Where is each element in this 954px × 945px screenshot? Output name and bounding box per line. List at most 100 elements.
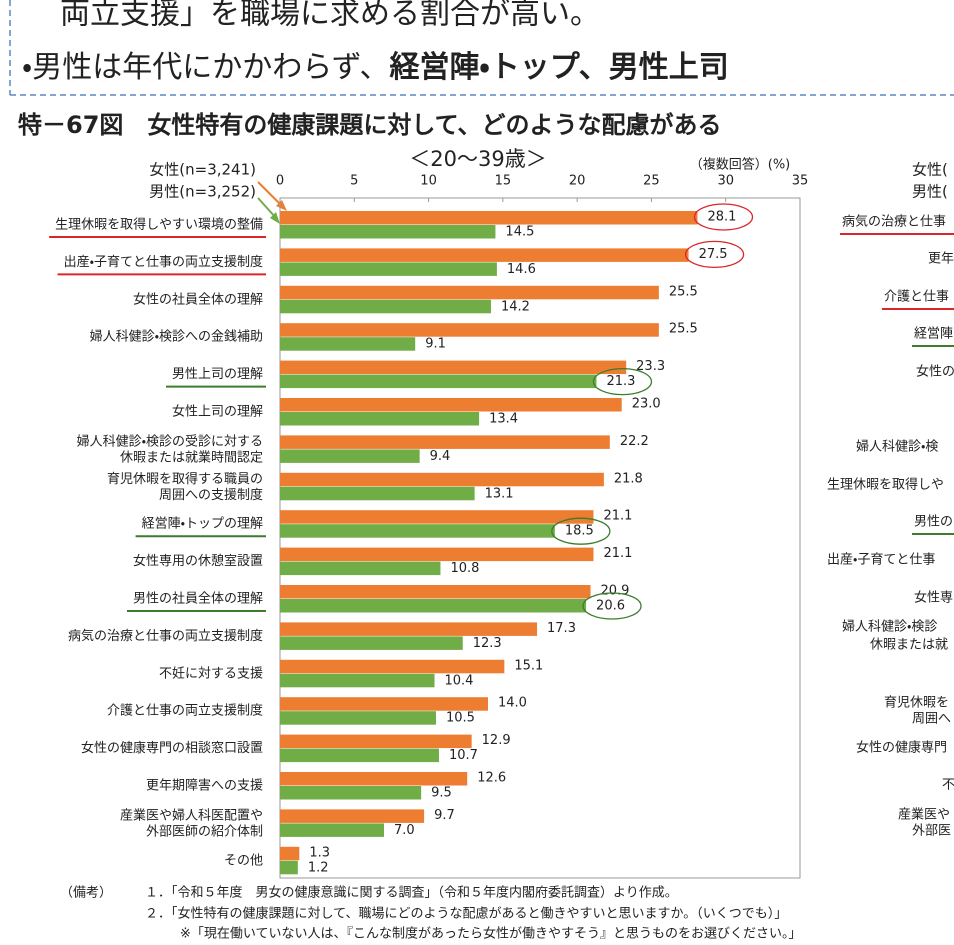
value-label: 15.1 <box>514 658 543 673</box>
bar <box>280 659 505 674</box>
partial-category-label: 生理休暇を取得しや <box>827 477 944 493</box>
x-tick-label: 0 <box>276 174 284 189</box>
x-tick-label: 10 <box>420 174 437 189</box>
partial-category-label: 男性の <box>914 515 953 530</box>
x-tick-label: 35 <box>792 174 809 189</box>
bar <box>280 510 594 524</box>
header-bold: 経営陣・トップ、男性上司 <box>390 50 729 85</box>
value-label: 21.1 <box>603 509 632 524</box>
value-label: 9.7 <box>434 808 455 823</box>
plot-frame <box>279 197 801 879</box>
value-label: 12.3 <box>473 636 502 651</box>
x-tick-label: 5 <box>350 174 358 189</box>
bar <box>280 636 463 650</box>
partial-category-label: 女性の <box>916 365 954 380</box>
x-tick-label: 20 <box>569 174 586 189</box>
bar <box>280 711 436 725</box>
bar <box>280 360 627 375</box>
bar <box>280 299 491 314</box>
highlight-circle <box>693 203 754 231</box>
footnote: ※「現在働いていない人は、『こんな制度があったら女性が働きやすそう』と思うものを… <box>180 926 802 942</box>
footnote: ２．「女性特有の健康課題に対して、職場にどのような配慮があると働きやすいと思いま… <box>145 907 787 922</box>
value-label: 13.1 <box>485 486 514 501</box>
category-label: 更年期障害への支援 <box>146 778 263 794</box>
bar <box>280 734 472 749</box>
unit-note: （複数回答）(%) <box>690 157 791 173</box>
bar <box>280 748 439 763</box>
partial-category-label: 出産・子育てと仕事 <box>827 552 935 568</box>
partial-category-label: 外部医 <box>912 824 951 839</box>
value-label: 25.5 <box>669 284 698 299</box>
value-label: 10.4 <box>445 673 474 688</box>
bar <box>280 248 689 262</box>
legend-label: 男性(n=3,252) <box>149 183 256 201</box>
bar <box>280 599 587 613</box>
value-label: 14.2 <box>501 299 530 314</box>
value-label: 20.9 <box>601 584 630 599</box>
value-label: 14.5 <box>505 225 534 240</box>
x-tick-label: 30 <box>717 174 734 189</box>
category-label: 婦人科健診・検診の受診に対する休暇または就業時間認定 <box>77 433 263 465</box>
category-label: 病気の治療と仕事の両立支援制度 <box>68 628 263 644</box>
partial-category-label: 産業医や <box>898 807 950 823</box>
value-label: 21.8 <box>614 471 643 486</box>
category-line: 周囲への支援制度 <box>159 486 263 502</box>
partial-category-label: 休暇または就 <box>870 638 948 653</box>
partial-category-label: 不 <box>942 778 954 793</box>
partial-category-label: 周囲へ <box>912 712 951 727</box>
category-line: 育児休暇を取得する職員の <box>107 470 263 486</box>
value-label: 13.4 <box>489 412 518 427</box>
category-label: 産業医や婦人科医配置や外部医師の紹介体制 <box>120 807 263 839</box>
value-label: 12.6 <box>477 771 506 786</box>
bar <box>280 285 659 300</box>
value-label: 10.7 <box>449 748 478 763</box>
bar <box>280 412 480 426</box>
bar <box>280 823 384 837</box>
highlight-circle <box>582 592 642 620</box>
legend-arrow <box>257 197 277 219</box>
partial-category-label: 更年 <box>928 252 954 267</box>
bar <box>280 211 698 225</box>
category-label: 経営陣・トップの理解 <box>142 517 263 532</box>
value-label: 9.5 <box>431 786 452 801</box>
footnote-label: （備考） <box>60 886 112 901</box>
bar <box>280 846 300 861</box>
bar <box>280 786 422 800</box>
bar <box>280 809 425 823</box>
x-tick-label: 15 <box>495 174 512 189</box>
bar <box>280 262 497 276</box>
bar <box>280 673 435 688</box>
category-label: 生理休暇を取得しやすい環境の整備 <box>55 217 263 233</box>
highlight-circle <box>551 517 611 545</box>
partial-category-label: 女性専 <box>914 591 953 606</box>
value-label: 14.0 <box>498 696 527 711</box>
highlight-circle <box>684 240 745 269</box>
header-line: ・男性は年代にかかわらず、経営陣・トップ、男性上司 <box>22 50 729 85</box>
category-label: 育児休暇を取得する職員の周囲への支援制度 <box>107 470 263 502</box>
value-label: 9.4 <box>430 449 451 464</box>
chart-title: 特－67図 女性特有の健康課題に対して、どのような配慮がある <box>18 111 721 139</box>
value-label: 10.8 <box>450 561 479 576</box>
category-line: 休暇または就業時間認定 <box>120 449 263 465</box>
bar <box>280 772 468 786</box>
category-line: 外部医師の紹介体制 <box>146 824 263 839</box>
value-label: 17.3 <box>547 621 576 636</box>
value-label: 10.5 <box>446 711 475 726</box>
bar <box>280 585 591 599</box>
category-label: 女性の社員全体の理解 <box>133 292 263 307</box>
chart-subtitle: ＜20～39歳＞ <box>409 147 546 171</box>
legend-arrowhead <box>276 200 287 211</box>
highlight-circle <box>592 367 653 396</box>
category-label: 女性の健康専門の相談窓口設置 <box>81 741 263 756</box>
legend-arrow <box>257 181 283 207</box>
bar <box>280 398 622 412</box>
value-label: 25.5 <box>669 322 698 337</box>
header-line: 両立支援」を職場に求める割合が高い。 <box>60 0 600 32</box>
partial-category-label: 婦人科健診・検診 <box>842 619 937 635</box>
partial-legend: 男性( <box>912 183 948 201</box>
value-label: 12.9 <box>482 733 511 748</box>
category-label: その他 <box>224 853 263 868</box>
header-text: ・男性は年代にかかわらず、 <box>22 50 390 85</box>
